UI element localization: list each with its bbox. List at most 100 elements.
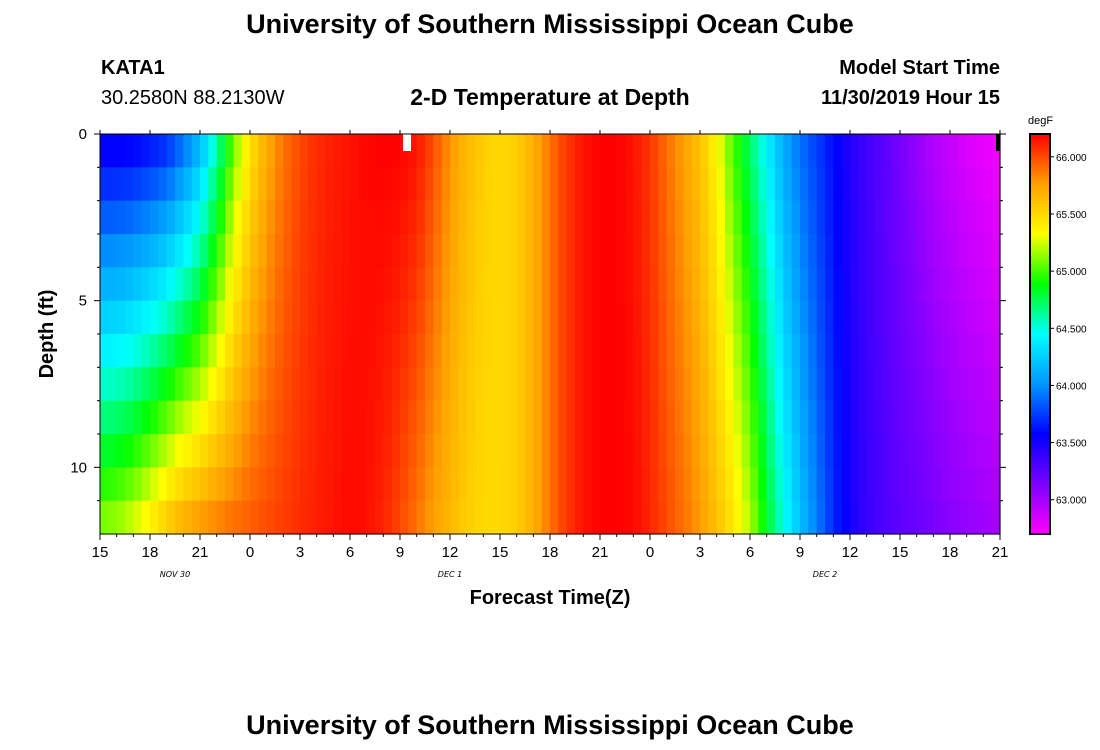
- heatmap-cell: [475, 400, 484, 435]
- heatmap-cell: [141, 434, 151, 468]
- heatmap-cell: [391, 400, 401, 435]
- heatmap-cell: [891, 500, 901, 535]
- heatmap-cell: [483, 200, 493, 235]
- heatmap-cell: [950, 500, 959, 535]
- heatmap-cell: [358, 234, 368, 268]
- heatmap-cell: [300, 400, 309, 435]
- heatmap-cell: [141, 400, 151, 435]
- heatmap-cell: [691, 400, 701, 435]
- heatmap-cell: [341, 334, 351, 368]
- heatmap-cell: [408, 500, 418, 535]
- heatmap-cell: [833, 167, 843, 202]
- heatmap-cell: [875, 267, 884, 302]
- heatmap-cell: [325, 367, 334, 402]
- heatmap-cell: [266, 234, 276, 268]
- heatmap-cell: [466, 267, 476, 302]
- heatmap-cell: [441, 200, 451, 235]
- heatmap-cell: [825, 267, 834, 302]
- heatmap-cell: [416, 134, 426, 168]
- heatmap-cell: [566, 400, 576, 435]
- heatmap-cell: [425, 200, 434, 235]
- heatmap-cell: [733, 267, 743, 302]
- heatmap-cell: [191, 167, 201, 202]
- heatmap-cell: [208, 267, 218, 302]
- heatmap-cell: [633, 300, 643, 335]
- heatmap-cell: [875, 434, 884, 468]
- heatmap-cell: [583, 134, 593, 168]
- heatmap-cell: [966, 467, 976, 502]
- heatmap-cell: [716, 500, 726, 535]
- heatmap-cell: [741, 334, 751, 368]
- heatmap-cell: [108, 500, 118, 535]
- heatmap-cell: [241, 467, 251, 502]
- heatmap-cell: [700, 167, 709, 202]
- heatmap-cell: [358, 467, 368, 502]
- heatmap-cell: [166, 367, 176, 402]
- heatmap-cell: [558, 167, 568, 202]
- y-tick-label: 0: [79, 126, 87, 143]
- heatmap-cell: [650, 434, 659, 468]
- x-tick-label: 9: [396, 544, 404, 561]
- colorbar-tick-label: 64.000: [1056, 381, 1087, 392]
- x-tick-label: 6: [346, 544, 354, 561]
- heatmap-cell: [166, 234, 176, 268]
- heatmap-cell: [633, 500, 643, 535]
- heatmap-cell: [766, 200, 776, 235]
- heatmap-cell: [166, 200, 176, 235]
- heatmap-cell: [375, 400, 384, 435]
- heatmap-cell: [300, 334, 309, 368]
- heatmap-cell: [916, 267, 926, 302]
- heatmap-cell: [766, 300, 776, 335]
- heatmap-cell: [233, 434, 243, 468]
- heatmap-cell: [158, 434, 168, 468]
- x-tick-label: 12: [442, 544, 459, 561]
- heatmap-cell: [691, 367, 701, 402]
- heatmap-cell: [250, 434, 259, 468]
- heatmap-cell: [716, 200, 726, 235]
- heatmap-cell: [275, 400, 284, 435]
- heatmap-cell: [225, 367, 234, 402]
- heatmap-cell: [533, 400, 543, 435]
- heatmap-cell: [391, 367, 401, 402]
- heatmap-cell: [683, 300, 693, 335]
- heatmap-cell: [316, 467, 326, 502]
- heatmap-cell: [941, 334, 951, 368]
- heatmap-cell: [566, 467, 576, 502]
- heatmap-cell: [175, 300, 184, 335]
- heatmap-cell: [416, 400, 426, 435]
- heatmap-cell: [750, 234, 759, 268]
- heatmap-cell: [458, 400, 468, 435]
- heatmap-cell: [841, 467, 851, 502]
- heatmap-cell: [258, 134, 268, 168]
- heatmap-cell: [591, 400, 601, 435]
- heatmap-cell: [266, 467, 276, 502]
- heatmap-cell: [750, 500, 759, 535]
- heatmap-cell: [175, 434, 184, 468]
- heatmap-cell: [100, 234, 109, 268]
- heatmap-cell: [416, 434, 426, 468]
- heatmap-cell: [291, 434, 301, 468]
- heatmap-cell: [900, 367, 909, 402]
- heatmap-cell: [658, 467, 668, 502]
- heatmap-cell: [741, 134, 751, 168]
- heatmap-cell: [183, 400, 193, 435]
- heatmap-cell: [691, 167, 701, 202]
- heatmap-cell: [500, 367, 509, 402]
- heatmap-cell: [341, 500, 351, 535]
- heatmap-cell: [791, 267, 801, 302]
- heatmap-cell: [125, 167, 134, 202]
- heatmap-cell: [875, 167, 884, 202]
- heatmap-cell: [466, 434, 476, 468]
- heatmap-cell: [233, 467, 243, 502]
- heatmap-cell: [758, 300, 768, 335]
- heatmap-cell: [383, 267, 393, 302]
- heatmap-cell: [408, 234, 418, 268]
- heatmap-cell: [316, 134, 326, 168]
- heatmap-cell: [708, 334, 718, 368]
- heatmap-cell: [500, 500, 509, 535]
- heatmap-cell: [858, 234, 868, 268]
- heatmap-cell: [858, 300, 868, 335]
- heatmap-cell: [508, 167, 518, 202]
- heatmap-cell: [400, 367, 409, 402]
- heatmap-cell: [800, 167, 809, 202]
